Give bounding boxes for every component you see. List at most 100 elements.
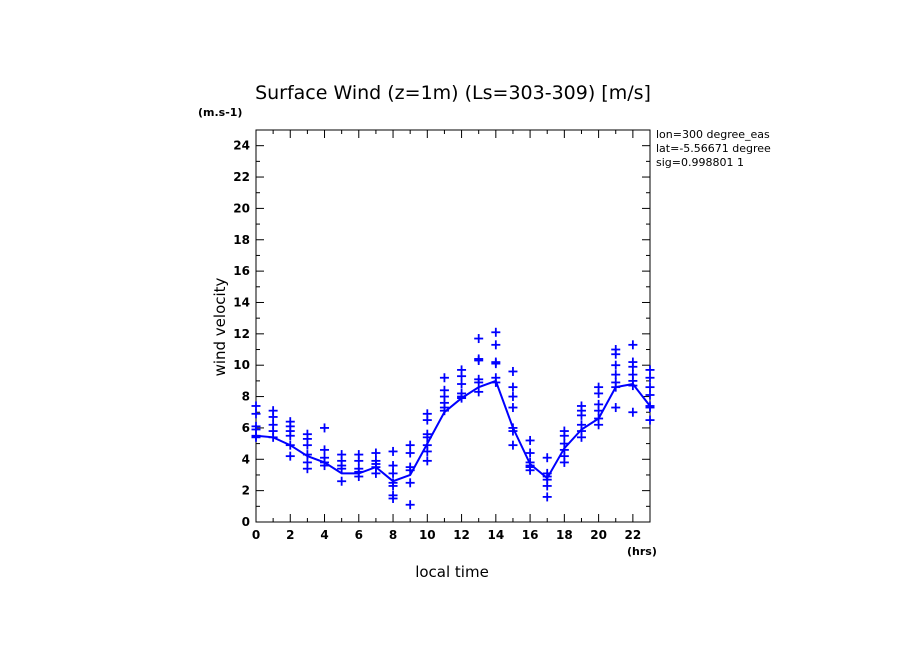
data-point-marker bbox=[542, 453, 552, 463]
data-point-marker bbox=[645, 373, 655, 383]
data-point-marker bbox=[645, 365, 655, 375]
data-point-marker bbox=[422, 415, 432, 425]
y-tick-label: 14 bbox=[233, 295, 250, 309]
data-point-marker bbox=[302, 464, 312, 474]
x-tick-label: 16 bbox=[522, 528, 539, 542]
x-tick-label: 20 bbox=[590, 528, 607, 542]
x-tick-label: 10 bbox=[419, 528, 436, 542]
data-point-marker bbox=[439, 373, 449, 383]
x-tick-label: 22 bbox=[625, 528, 642, 542]
data-point-marker bbox=[371, 448, 381, 458]
data-point-marker bbox=[439, 406, 449, 416]
data-point-marker bbox=[525, 435, 535, 445]
x-tick-labels: 0 2 4 6 8 10 12 14 16 18 20 22 bbox=[252, 528, 641, 542]
y-tick-label: 20 bbox=[233, 201, 250, 215]
data-point-marker bbox=[611, 382, 621, 392]
data-point-marker bbox=[559, 431, 569, 441]
data-point-marker bbox=[457, 393, 467, 403]
data-point-marker bbox=[525, 465, 535, 475]
data-point-marker bbox=[645, 382, 655, 392]
data-point-marker bbox=[559, 457, 569, 467]
info-line-sig: sig=0.998801 1 bbox=[656, 156, 744, 169]
info-line-lat: lat=-5.56671 degree bbox=[656, 142, 771, 155]
y-axis-label: wind velocity bbox=[211, 277, 229, 376]
data-point-marker bbox=[474, 377, 484, 387]
data-point-marker bbox=[405, 448, 415, 458]
data-point-marker bbox=[388, 481, 398, 491]
y-tick-label: 16 bbox=[233, 264, 250, 278]
data-point-marker bbox=[474, 334, 484, 344]
data-point-marker bbox=[576, 410, 586, 420]
x-tick-label: 6 bbox=[355, 528, 363, 542]
data-point-marker bbox=[422, 446, 432, 456]
series-layer bbox=[251, 327, 655, 510]
y-tick-label: 6 bbox=[242, 421, 250, 435]
data-point-marker bbox=[251, 432, 261, 442]
plot-area-frame bbox=[255, 129, 651, 523]
data-point-marker bbox=[628, 407, 638, 417]
data-point-marker bbox=[611, 370, 621, 380]
data-point-marker bbox=[388, 446, 398, 456]
data-point-marker bbox=[491, 359, 501, 369]
data-point-marker bbox=[542, 492, 552, 502]
y-tick-label: 8 bbox=[242, 390, 250, 404]
data-point-marker bbox=[320, 461, 330, 471]
data-point-marker bbox=[508, 426, 518, 436]
x-tick-label: 2 bbox=[286, 528, 294, 542]
data-point-marker bbox=[576, 432, 586, 442]
data-point-marker bbox=[508, 392, 518, 402]
data-point-marker bbox=[405, 440, 415, 450]
x-tick-label: 0 bbox=[252, 528, 260, 542]
data-point-marker bbox=[337, 464, 347, 474]
data-point-marker bbox=[354, 472, 364, 482]
y-tick-label: 4 bbox=[242, 452, 250, 466]
y-tick-label: 24 bbox=[233, 139, 250, 153]
data-point-marker bbox=[611, 360, 621, 370]
data-point-marker bbox=[337, 476, 347, 486]
data-point-marker bbox=[491, 377, 501, 387]
data-point-marker bbox=[474, 355, 484, 365]
x-axis-label: local time bbox=[415, 563, 489, 581]
data-point-marker bbox=[645, 390, 655, 400]
data-point-marker bbox=[645, 403, 655, 413]
data-point-marker bbox=[268, 412, 278, 422]
data-point-marker bbox=[508, 440, 518, 450]
info-line-lon: lon=300 degree_eas bbox=[656, 128, 770, 141]
data-point-marker bbox=[371, 468, 381, 478]
data-point-marker bbox=[388, 493, 398, 503]
data-point-marker bbox=[285, 451, 295, 461]
data-point-marker bbox=[594, 420, 604, 430]
data-point-marker bbox=[354, 456, 364, 466]
data-point-marker bbox=[628, 381, 638, 391]
data-point-marker bbox=[251, 401, 261, 411]
data-point-marker bbox=[594, 388, 604, 398]
x-tick-label: 4 bbox=[320, 528, 328, 542]
data-point-marker bbox=[302, 450, 312, 460]
y-unit-label: (m.s-1) bbox=[198, 106, 242, 119]
info-block: lon=300 degree_eas lat=-5.56671 degree s… bbox=[656, 128, 771, 169]
data-point-marker bbox=[388, 461, 398, 471]
x-unit-label: (hrs) bbox=[627, 545, 657, 558]
data-point-marker bbox=[388, 468, 398, 478]
mean-wind-line bbox=[255, 379, 651, 483]
y-tick-label: 18 bbox=[233, 233, 250, 247]
data-point-marker bbox=[422, 432, 432, 442]
data-point-marker bbox=[611, 349, 621, 359]
data-point-marker bbox=[645, 415, 655, 425]
x-tick-label: 8 bbox=[389, 528, 397, 542]
x-tick-label: 12 bbox=[453, 528, 470, 542]
x-tick-label: 18 bbox=[556, 528, 573, 542]
data-point-marker bbox=[457, 371, 467, 381]
data-point-marker bbox=[508, 382, 518, 392]
x-tick-label: 14 bbox=[487, 528, 504, 542]
data-point-marker bbox=[542, 481, 552, 491]
data-point-marker bbox=[320, 423, 330, 433]
data-point-marker bbox=[491, 327, 501, 337]
data-point-marker bbox=[285, 431, 295, 441]
data-point-marker bbox=[422, 456, 432, 466]
data-point-marker bbox=[405, 500, 415, 510]
data-point-marker bbox=[457, 379, 467, 389]
y-tick-label: 12 bbox=[233, 327, 250, 341]
